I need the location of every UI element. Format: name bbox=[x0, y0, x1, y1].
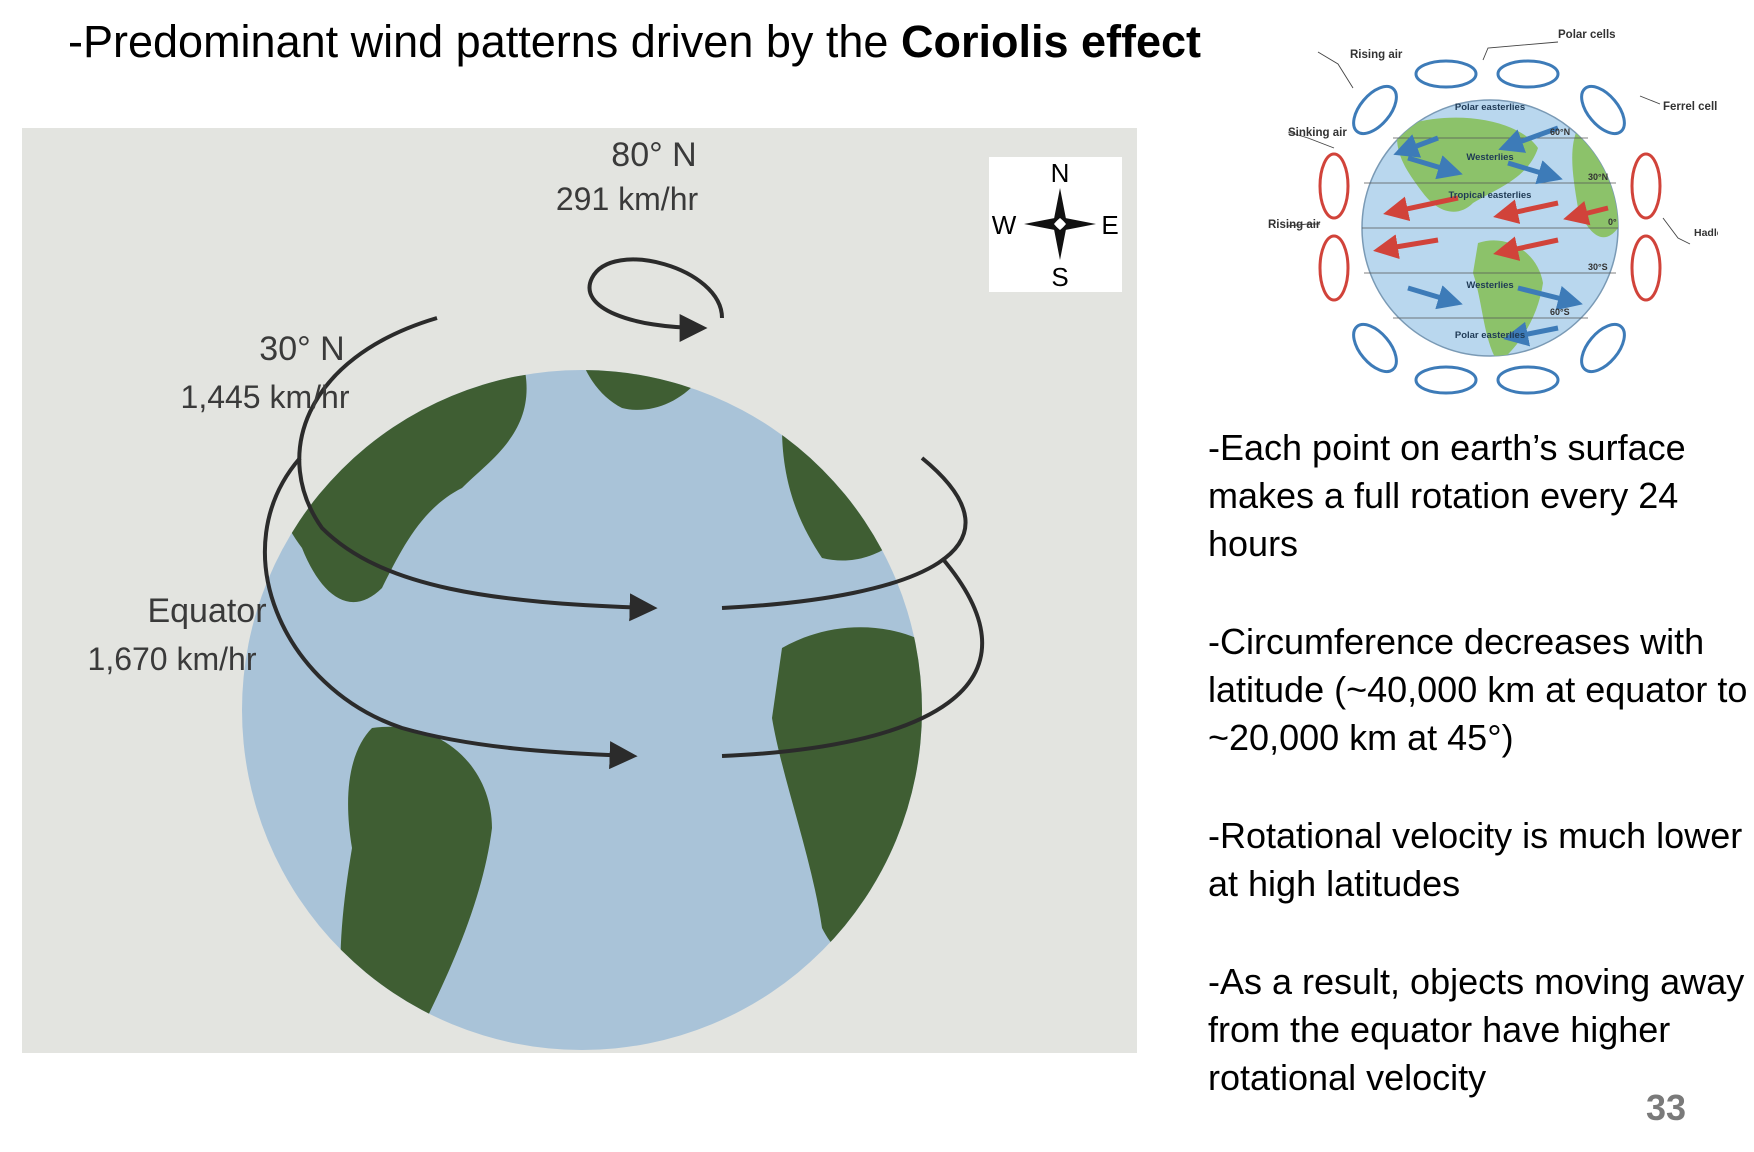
globe-rotation-figure: 80° N 291 km/hr 30° N 1,445 km/hr Equato… bbox=[22, 128, 1137, 1053]
arrow-30n-back bbox=[721, 456, 968, 610]
label-westerlies-top: Westerlies bbox=[1466, 152, 1513, 163]
label-ferrel-cell: Ferrel cell bbox=[1663, 101, 1717, 113]
label-lat-0: 0° bbox=[1608, 217, 1617, 227]
label-lat-30n: 30°N bbox=[1588, 172, 1608, 182]
label-lat-60n: 60°N bbox=[1550, 127, 1570, 137]
label-polar-easterlies-bottom: Polar easterlies bbox=[1455, 330, 1525, 341]
label-rising-air-top: Rising air bbox=[1350, 49, 1403, 61]
bullet-item: -Circumference decreases with latitude (… bbox=[1208, 621, 1748, 758]
title-prefix: -Predominant wind patterns driven by the bbox=[68, 16, 901, 67]
label-tropical-easterlies: Tropical easterlies bbox=[1449, 190, 1532, 201]
compass-e: E bbox=[1101, 210, 1118, 240]
label-equator-speed: 1,670 km/hr bbox=[88, 641, 257, 677]
bullet-item: -Each point on earth’s surface makes a f… bbox=[1208, 427, 1686, 564]
label-polar-cells: Polar cells bbox=[1558, 29, 1616, 41]
label-rising-air-mid: Rising air bbox=[1268, 219, 1321, 231]
label-hadley-cells: Hadley cells bbox=[1694, 227, 1718, 239]
arrow-equator bbox=[262, 456, 638, 770]
bullet-item: -As a result, objects moving away from t… bbox=[1208, 961, 1745, 1098]
compass-w: W bbox=[992, 210, 1017, 240]
label-equator: Equator bbox=[147, 592, 266, 630]
arrow-equator-back bbox=[721, 556, 985, 758]
arrow-80n bbox=[587, 257, 724, 342]
small-globe bbox=[1361, 99, 1619, 357]
circulation-cells bbox=[1318, 59, 1662, 395]
label-30n-speed: 1,445 km/hr bbox=[181, 379, 350, 415]
label-sinking-air: Sinking air bbox=[1288, 127, 1347, 139]
circulation-cells-figure: Polar cells Rising air Sinking air Risin… bbox=[1258, 18, 1754, 398]
rotation-arrows bbox=[262, 257, 985, 770]
label-lat-30s: 30°S bbox=[1588, 262, 1608, 272]
label-lat-60s: 60°S bbox=[1550, 307, 1570, 317]
bullet-list: -Each point on earth’s surface makes a f… bbox=[1208, 424, 1753, 1152]
label-30n-lat: 30° N bbox=[259, 330, 344, 368]
slide-title: -Predominant wind patterns driven by the… bbox=[68, 14, 1201, 70]
label-polar-easterlies-top: Polar easterlies bbox=[1455, 102, 1525, 113]
label-80n-speed: 291 km/hr bbox=[556, 181, 699, 217]
page-number: 33 bbox=[1645, 1087, 1686, 1128]
surface-winds bbox=[1373, 125, 1609, 347]
arrow-30n bbox=[297, 316, 658, 622]
compass-rose: N S E W bbox=[989, 157, 1122, 292]
label-westerlies-bottom: Westerlies bbox=[1466, 280, 1513, 291]
title-bold: Coriolis effect bbox=[900, 16, 1202, 67]
compass-s: S bbox=[1051, 262, 1068, 292]
bullet-item: -Rotational velocity is much lower at hi… bbox=[1208, 815, 1743, 904]
label-80n-lat: 80° N bbox=[611, 136, 696, 174]
compass-n: N bbox=[1051, 158, 1070, 188]
